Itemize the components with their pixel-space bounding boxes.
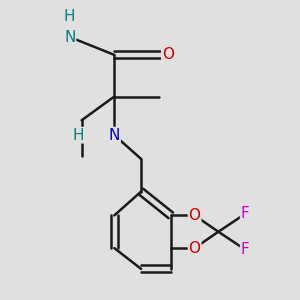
Text: O: O xyxy=(189,208,201,223)
Text: N: N xyxy=(109,128,120,142)
Text: F: F xyxy=(241,242,250,257)
Text: O: O xyxy=(162,47,174,62)
Text: O: O xyxy=(189,241,201,256)
Text: N: N xyxy=(64,30,75,45)
Text: F: F xyxy=(241,206,250,221)
Text: H: H xyxy=(64,9,76,24)
Text: H: H xyxy=(73,128,84,142)
